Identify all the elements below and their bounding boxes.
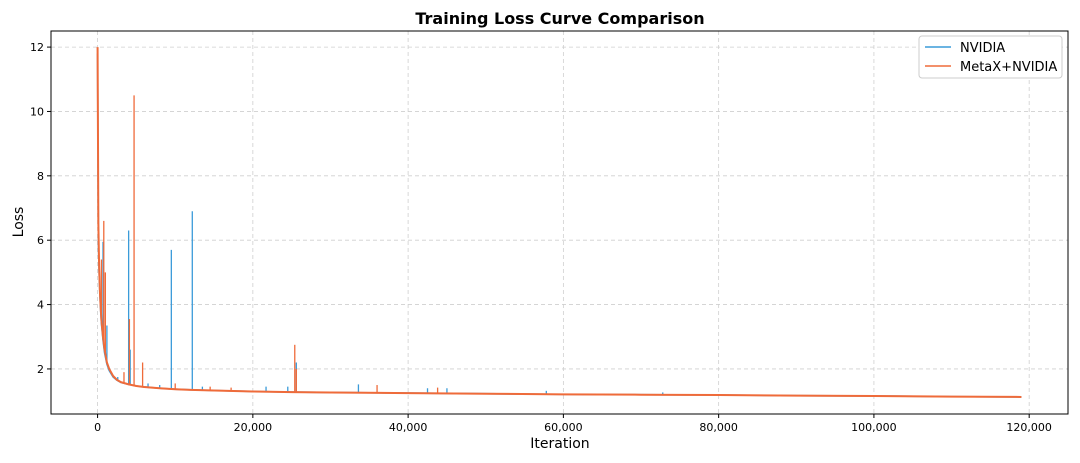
- legend: NVIDIA MetaX+NVIDIA: [918, 35, 1063, 79]
- y-tick-label: 10: [30, 105, 44, 118]
- y-tick-label: 2: [37, 363, 44, 376]
- series-line-metax-nvidia: [96, 47, 1022, 398]
- x-axis-ticks: 0 20,000 40,000 60,000 80,000 100,000 120,000: [94, 414, 1052, 434]
- y-tick-label: 6: [37, 234, 44, 247]
- series-lines: [96, 47, 1022, 398]
- x-tick-label: 60,000: [544, 421, 583, 434]
- y-axis-label: Loss: [11, 207, 27, 238]
- y-axis-ticks: 2 4 6 8 10 12: [30, 41, 51, 376]
- x-tick-label: 20,000: [234, 421, 273, 434]
- plot-frame: [50, 30, 1069, 415]
- x-tick-label: 80,000: [699, 421, 738, 434]
- x-tick-label: 0: [94, 421, 101, 434]
- grid-lines: [51, 31, 1068, 414]
- y-tick-label: 12: [30, 41, 44, 54]
- x-tick-label: 100,000: [851, 421, 897, 434]
- y-tick-label: 4: [37, 299, 44, 312]
- legend-label-metax-nvidia: MetaX+NVIDIA: [960, 60, 1057, 75]
- series-line-nvidia: [96, 53, 1022, 398]
- legend-label-nvidia: NVIDIA: [960, 41, 1005, 56]
- x-axis-label: Iteration: [530, 436, 589, 452]
- x-tick-label: 120,000: [1006, 421, 1052, 434]
- chart-title: Training Loss Curve Comparison: [415, 9, 704, 28]
- x-tick-label: 40,000: [389, 421, 428, 434]
- y-tick-label: 8: [37, 170, 44, 183]
- legend-box: [918, 35, 1063, 79]
